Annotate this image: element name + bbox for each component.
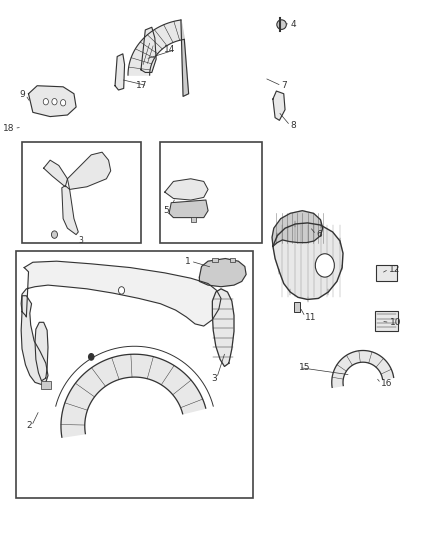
Text: 8: 8: [290, 121, 296, 130]
Polygon shape: [273, 223, 343, 300]
Polygon shape: [212, 289, 234, 367]
Text: 2: 2: [26, 422, 32, 431]
Text: 5: 5: [163, 206, 169, 215]
Bar: [15, 251, 254, 498]
Circle shape: [51, 231, 57, 238]
Polygon shape: [181, 20, 189, 96]
Circle shape: [60, 100, 66, 106]
FancyBboxPatch shape: [294, 302, 300, 312]
Text: 11: 11: [305, 312, 317, 321]
Ellipse shape: [277, 20, 286, 29]
Polygon shape: [28, 86, 76, 117]
Text: 9: 9: [20, 90, 25, 99]
Text: 3: 3: [78, 237, 83, 246]
Polygon shape: [21, 261, 221, 326]
Polygon shape: [165, 179, 208, 200]
Text: 7: 7: [282, 81, 287, 90]
Polygon shape: [169, 200, 208, 217]
Text: 15: 15: [299, 363, 311, 372]
Circle shape: [119, 287, 124, 294]
Text: 17: 17: [136, 81, 148, 90]
Polygon shape: [35, 322, 48, 381]
Polygon shape: [61, 354, 206, 437]
Text: 4: 4: [290, 20, 296, 29]
Circle shape: [88, 354, 94, 360]
Circle shape: [52, 99, 57, 105]
FancyBboxPatch shape: [376, 265, 397, 281]
Bar: [160, 142, 262, 243]
Text: 14: 14: [164, 45, 176, 54]
Text: 6: 6: [316, 230, 322, 239]
Text: 3: 3: [211, 374, 217, 383]
Polygon shape: [67, 152, 111, 189]
Polygon shape: [115, 54, 124, 90]
Polygon shape: [21, 296, 48, 384]
Polygon shape: [62, 185, 78, 235]
Text: 16: 16: [381, 379, 392, 388]
Polygon shape: [128, 20, 184, 75]
Polygon shape: [273, 91, 285, 120]
Polygon shape: [199, 259, 246, 287]
Text: 1: 1: [185, 257, 191, 265]
Bar: [22, 142, 141, 243]
FancyBboxPatch shape: [191, 217, 196, 222]
Polygon shape: [44, 160, 67, 187]
Circle shape: [315, 254, 334, 277]
FancyBboxPatch shape: [230, 258, 235, 262]
Polygon shape: [332, 351, 394, 387]
FancyBboxPatch shape: [212, 258, 218, 262]
Text: 10: 10: [390, 318, 401, 327]
FancyBboxPatch shape: [42, 381, 51, 389]
Polygon shape: [141, 27, 156, 72]
Polygon shape: [272, 211, 323, 246]
Text: 18: 18: [3, 124, 14, 133]
Circle shape: [43, 99, 49, 105]
Text: 12: 12: [389, 265, 400, 273]
FancyBboxPatch shape: [374, 311, 399, 332]
